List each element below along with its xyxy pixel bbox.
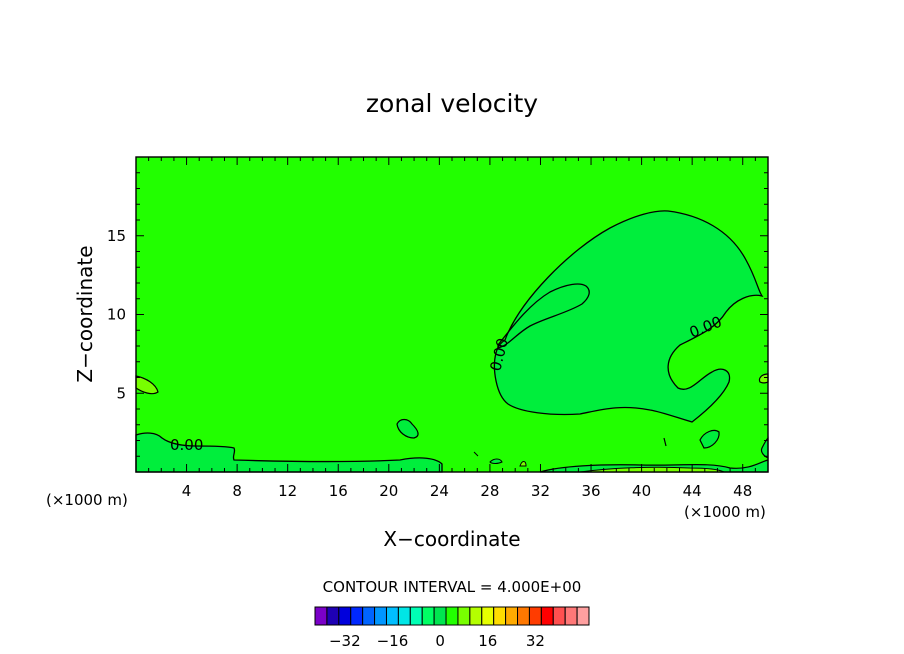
colorbar-swatch (517, 606, 530, 626)
contour-interval: CONTOUR INTERVAL = 4.000E+00 (323, 578, 582, 596)
colorbar-tick-label: 16 (478, 632, 497, 650)
colorbar-swatch (457, 606, 471, 626)
colorbar-swatch (445, 606, 459, 626)
small-blob-3 (699, 429, 720, 449)
colorbar-swatch (493, 606, 507, 626)
colorbar-swatch (528, 606, 542, 626)
colorbar-tick-label: −16 (377, 632, 409, 650)
x-tick-label: 40 (632, 482, 651, 500)
x-tick-label: 48 (733, 482, 752, 500)
x-tick-label: 20 (379, 482, 398, 500)
colorbar-swatch (481, 606, 495, 626)
colorbar-swatch (505, 606, 519, 626)
colorbar-swatch (362, 606, 376, 626)
colorbar-swatch (338, 606, 352, 626)
colorbar-swatch (374, 606, 387, 626)
colorbar-swatch (469, 606, 483, 626)
small-blob-left-edge (135, 375, 159, 395)
colorbar-swatch (326, 606, 340, 626)
tiny-blob-1 (489, 458, 503, 464)
colorbar-swatch (552, 606, 566, 626)
x-tick-label: 24 (430, 482, 449, 500)
x-tick-label: 12 (278, 482, 297, 500)
colorbar-swatch (564, 606, 578, 626)
colorbar-swatch (433, 606, 447, 626)
tiny-blob-2 (519, 461, 527, 467)
x-axis-unit-right: (×1000 m) (684, 503, 766, 521)
y-axis: 5 10 15 (107, 172, 768, 457)
y-tick-label: 15 (107, 227, 126, 245)
colorbar-tick-label: 0 (435, 632, 445, 650)
small-blob-1 (396, 418, 419, 439)
colorbar-swatch (421, 606, 435, 626)
chart-title: zonal velocity (366, 89, 538, 118)
inner-contour (497, 283, 590, 349)
colorbar-swatch (576, 606, 590, 626)
x-tick-label: 28 (480, 482, 499, 500)
x-tick-label: 44 (683, 482, 702, 500)
x-tick-label: 8 (232, 482, 242, 500)
colorbar-swatch (409, 606, 423, 626)
negative-region-bottom-left (135, 432, 443, 473)
colorbar-swatch (385, 606, 399, 626)
y-tick-label: 10 (107, 306, 126, 324)
colorbar-swatch (314, 606, 328, 626)
plot-area: 0.00 0.00 0.00 (135, 156, 769, 473)
tiny-blob-3 (473, 451, 479, 457)
negative-region-large (493, 210, 764, 423)
colorbar-swatch (350, 606, 364, 626)
x-tick-label: 4 (182, 482, 192, 500)
y-tick-label: 5 (116, 384, 126, 402)
colorbar-tick-label: 32 (526, 632, 545, 650)
colorbar: −32 −16 0 16 32 (314, 606, 590, 650)
colorbar-tick-label: −32 (329, 632, 361, 650)
y-axis-label: Z−coordinate (73, 245, 97, 382)
small-blob-4 (663, 437, 667, 447)
x-axis-unit-left: (×1000 m) (46, 491, 128, 509)
x-axis-label: X−coordinate (383, 527, 520, 551)
x-tick-label: 36 (581, 482, 600, 500)
x-tick-label: 16 (329, 482, 348, 500)
x-tick-label: 32 (531, 482, 550, 500)
colorbar-swatch (397, 606, 411, 626)
colorbar-swatch (540, 606, 554, 626)
contour-label-1: 0.00 (170, 436, 203, 454)
x-axis: 4 8 12 16 20 24 28 32 36 40 44 48 (148, 157, 756, 500)
